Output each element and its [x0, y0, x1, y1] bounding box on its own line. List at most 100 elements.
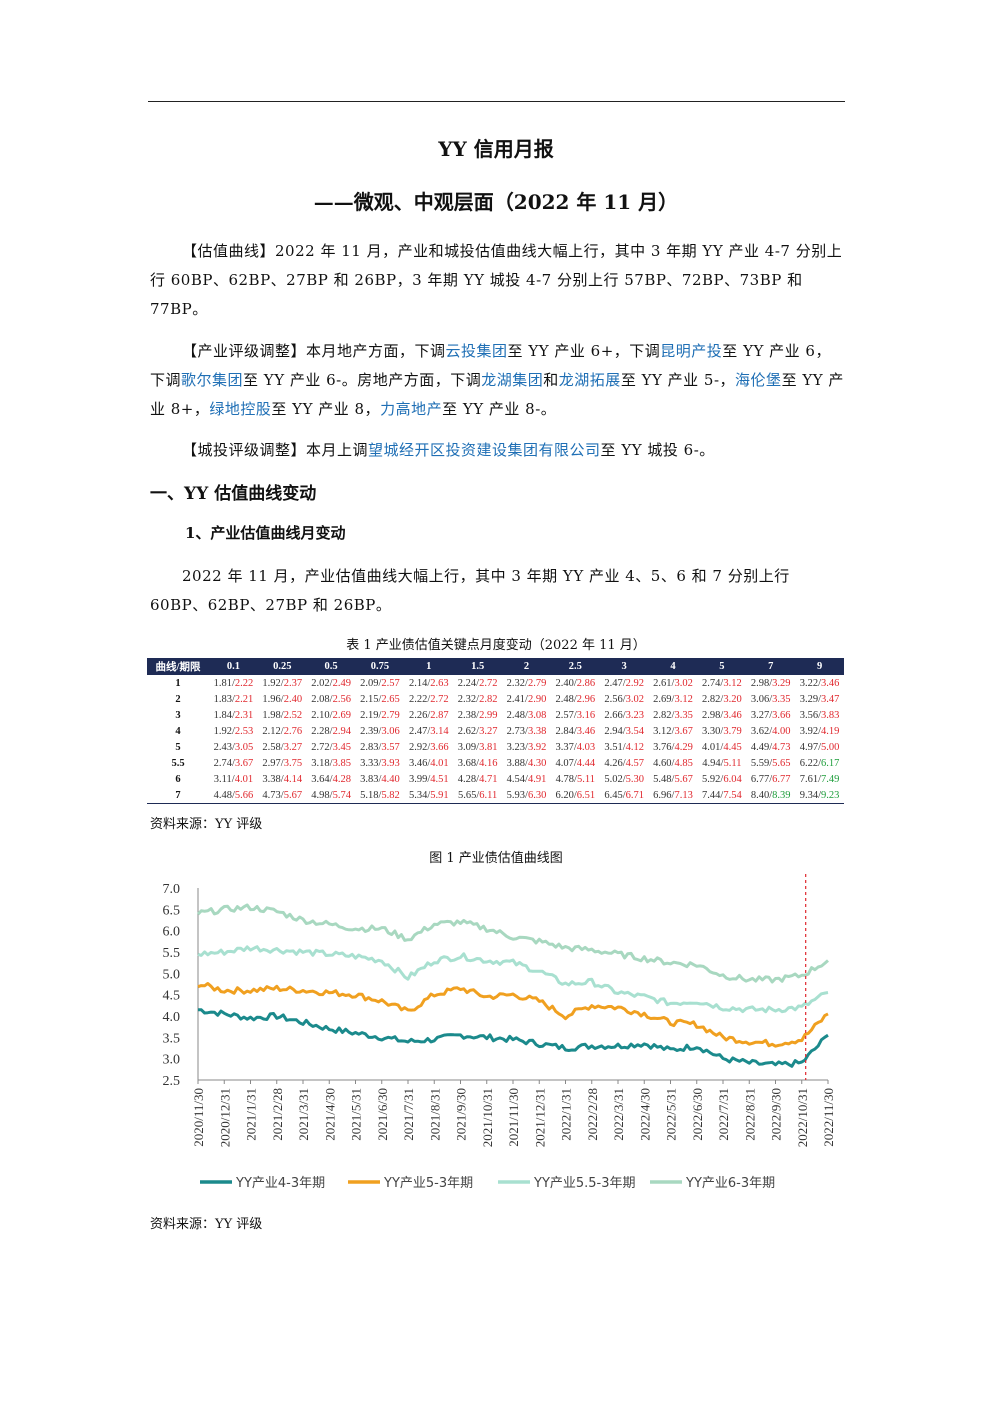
entity-link[interactable]: 昆明产投: [660, 342, 723, 360]
y-tick-label: 7.0: [163, 882, 181, 897]
table-row-label: 2: [175, 693, 181, 705]
table-cell: 2.38/2.99: [457, 709, 498, 721]
table-cell: 2.82/3.20: [702, 693, 742, 705]
table-cell: 3.23/3.92: [506, 741, 547, 753]
table-corner-header: 曲线/期限: [147, 658, 209, 675]
table-caption: 表 1 产业债估值关键点月度变动（2022 年 11 月）: [346, 638, 646, 653]
table-header-cell: 0.25: [257, 658, 307, 675]
city-rating-paragraph: 【城投评级调整】本月上调望城经开区投资建设集团有限公司至 YY 城投 6-。: [150, 436, 844, 465]
table-cell: 2.41/2.90: [506, 693, 547, 705]
table-cell: 3.64/4.28: [311, 773, 351, 785]
table-row-label: 5.5: [171, 757, 185, 769]
series-line: [197, 982, 829, 1048]
entity-link[interactable]: 望城经开区投资建设集团有限公司: [368, 441, 601, 459]
table-cell: 5.18/5.82: [355, 787, 405, 804]
table-cell: 1.84/2.31: [213, 709, 254, 721]
table-cell: 2.92/3.66: [408, 741, 449, 753]
x-tick-label: 2021/6/30: [375, 1088, 390, 1141]
table-cell: 4.98/5.74: [306, 787, 356, 804]
x-tick-label: 2022/3/31: [611, 1088, 626, 1141]
y-tick-label: 3.0: [163, 1053, 181, 1068]
table-cell: 4.48/5.66: [209, 787, 258, 804]
table-row-label: 3: [175, 709, 181, 721]
table-cell: 3.46/4.01: [408, 757, 449, 769]
table-cell: 2.47/3.14: [408, 725, 449, 737]
legend-label: YY产业6-3年期: [685, 1176, 775, 1191]
table-cell: 1.81/2.22: [213, 677, 254, 689]
table-cell: 2.74/3.67: [213, 757, 254, 769]
table-cell: 5.92/6.04: [702, 773, 742, 785]
table-cell: 4.97/5.00: [799, 741, 840, 753]
table-cell: 1.92/2.53: [213, 725, 254, 737]
industry-text: 至 YY 产业 6-。房地产方面，下调: [243, 371, 482, 389]
entity-link[interactable]: 力高地产: [380, 400, 443, 418]
table-row: 5.5 2.74/3.67 2.97/3.75 3.18/3.85 3.33/3.93 3…: [147, 755, 844, 771]
table-cell: 2.56/3.02: [604, 693, 644, 705]
x-tick-label: 2022/4/30: [637, 1088, 652, 1141]
table-cell: 2.26/2.87: [408, 709, 449, 721]
y-tick-label: 4.0: [163, 1010, 181, 1025]
table-cell: 3.12/3.67: [653, 725, 693, 737]
table-cell: 3.11/4.01: [213, 773, 254, 785]
table-cell: 2.43/3.05: [213, 741, 254, 753]
table-header-cell: 0.5: [306, 658, 356, 675]
valuation-line-chart: 2.5 3.0 3.5 4.0 4.5 5.0 5.5 6.0 6.5 7.0 2020/11/30…: [163, 874, 836, 1191]
y-tick-label: 2.5: [163, 1074, 181, 1089]
table-cell: 2.47/2.92: [604, 677, 644, 689]
entity-link[interactable]: 云投集团: [445, 342, 508, 360]
table-cell: 6.22/6.17: [799, 757, 840, 769]
table-header-row: 曲线/期限 0.1 0.25 0.5 0.75 1 1.5 2 2.5 3 4 5 7 9: [147, 658, 844, 675]
header-rule: [148, 101, 845, 102]
entity-link[interactable]: 歌尔集团: [181, 371, 244, 389]
table-cell: 2.72/3.45: [311, 741, 351, 753]
entity-link[interactable]: 绿地控股: [209, 400, 272, 418]
table-cell: 2.66/3.23: [604, 709, 644, 721]
table-cell: 2.62/3.27: [457, 725, 498, 737]
y-tick-label: 5.0: [163, 967, 181, 982]
city-label: 【城投评级调整】: [182, 441, 307, 459]
x-tick-label: 2022/5/31: [664, 1088, 679, 1141]
table-cell: 8.40/8.39: [746, 787, 796, 804]
page-subtitle: ——微观、中观层面（2022 年 11 月）: [313, 190, 679, 214]
entity-link[interactable]: 龙湖拓展: [558, 371, 621, 389]
table-cell: 2.15/2.65: [360, 693, 400, 705]
table-header-cell: 1.5: [453, 658, 503, 675]
table-cell: 4.49/4.73: [750, 741, 791, 753]
valuation-label: 【估值曲线】: [182, 242, 276, 260]
figure-caption: 图 1 产业债估值曲线图: [429, 851, 563, 866]
table-cell: 2.73/3.38: [506, 725, 547, 737]
table-cell: 2.82/3.35: [653, 709, 693, 721]
table-cell: 2.10/2.69: [311, 709, 351, 721]
y-tick-label: 5.5: [163, 946, 181, 961]
y-tick-label: 6.0: [163, 925, 181, 940]
x-tick-label: 2021/10/31: [480, 1088, 495, 1147]
table-row-label: 4: [175, 725, 181, 737]
x-tick-label: 2020/12/31: [217, 1088, 232, 1147]
table-cell: 3.29/3.47: [799, 693, 840, 705]
table-cell: 3.62/4.00: [750, 725, 791, 737]
table-cell: 2.48/2.96: [555, 693, 596, 705]
table-cell: 2.32/2.82: [457, 693, 498, 705]
table-cell: 1.98/2.52: [262, 709, 303, 721]
page-title: YY 信用月报: [438, 137, 554, 161]
table-row: 6 3.11/4.01 3.38/4.14 3.64/4.28 3.83/4.40 3.9…: [147, 771, 844, 787]
x-tick-label: 2021/7/31: [401, 1088, 416, 1141]
table-cell: 2.98/3.29: [750, 677, 791, 689]
table-cell: 3.09/3.81: [457, 741, 498, 753]
entity-link[interactable]: 龙湖集团: [481, 371, 544, 389]
table-cell: 3.33/3.93: [360, 757, 400, 769]
entity-link[interactable]: 海伦堡: [735, 371, 782, 389]
y-tick-label: 4.5: [163, 989, 181, 1004]
table-cell: 2.74/3.12: [702, 677, 742, 689]
city-text: 至 YY 城投 6-。: [600, 441, 715, 459]
figure-source: 资料来源：YY 评级: [150, 1217, 263, 1232]
series-line: [197, 1008, 829, 1068]
x-tick-label: 2021/4/30: [322, 1088, 337, 1141]
table-row: 2 1.83/2.21 1.96/2.40 2.08/2.56 2.15/2.65 2.2…: [147, 691, 844, 707]
table-cell: 3.18/3.85: [311, 757, 351, 769]
table-cell: 7.61/7.49: [799, 773, 840, 785]
table-cell: 9.34/9.23: [795, 787, 844, 804]
table-cell: 4.60/4.85: [653, 757, 693, 769]
table-cell: 2.02/2.49: [311, 677, 351, 689]
table-cell: 2.19/2.79: [360, 709, 400, 721]
